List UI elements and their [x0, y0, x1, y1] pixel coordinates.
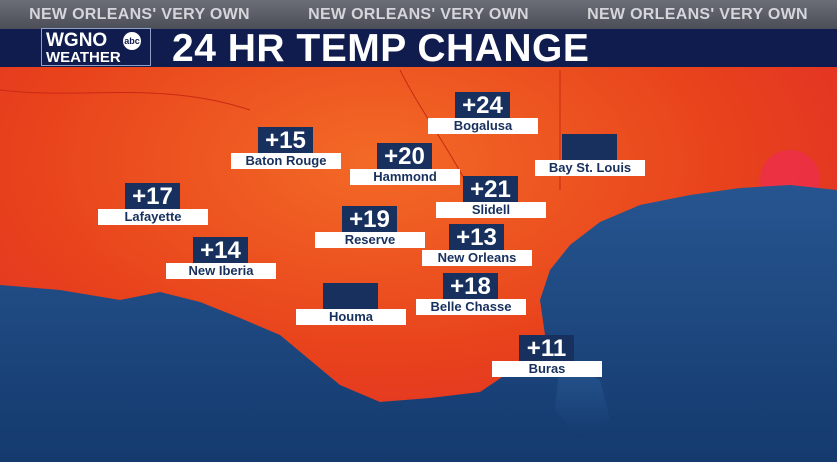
city-label: Slidell: [436, 202, 546, 218]
city-label: Buras: [492, 361, 602, 377]
city-label: Bay St. Louis: [535, 160, 645, 176]
banner: NEW ORLEANS' VERY OWN NEW ORLEANS' VERY …: [0, 0, 837, 30]
logo-network: abc: [123, 32, 141, 50]
temp-change: +15: [258, 127, 313, 154]
temp-change: +24: [455, 92, 510, 119]
gulf: [0, 185, 837, 462]
temp-change: +17: [125, 183, 180, 210]
title: 24 HR TEMP CHANGE: [172, 27, 590, 70]
city-label: Baton Rouge: [231, 153, 341, 169]
logo-name: WGNO: [46, 30, 108, 51]
city-label: Houma: [296, 309, 406, 325]
city-label: Reserve: [315, 232, 425, 248]
temp-change: +13: [449, 224, 504, 251]
temp-change: +20: [377, 143, 432, 170]
city-label: Lafayette: [98, 209, 208, 225]
city-label: Hammond: [350, 169, 460, 185]
tagline: NEW ORLEANS' VERY OWN: [29, 6, 250, 23]
city-label: New Orleans: [422, 250, 532, 266]
temp-change: [562, 134, 617, 160]
city-label: New Iberia: [166, 263, 276, 279]
city-label: Belle Chasse: [416, 299, 526, 315]
gulf: [555, 360, 610, 440]
tagline: NEW ORLEANS' VERY OWN: [308, 6, 529, 23]
temp-change: +14: [193, 237, 248, 264]
temp-change: +21: [463, 176, 518, 203]
logo: WGNO abc WEATHER: [41, 28, 151, 66]
temp-change: +18: [443, 273, 498, 300]
temp-change: +11: [519, 335, 574, 362]
temp-change: +19: [342, 206, 397, 233]
logo-section: WEATHER: [46, 49, 121, 66]
tagline: NEW ORLEANS' VERY OWN: [587, 6, 808, 23]
city-label: Bogalusa: [428, 118, 538, 134]
temp-change: [323, 283, 378, 309]
